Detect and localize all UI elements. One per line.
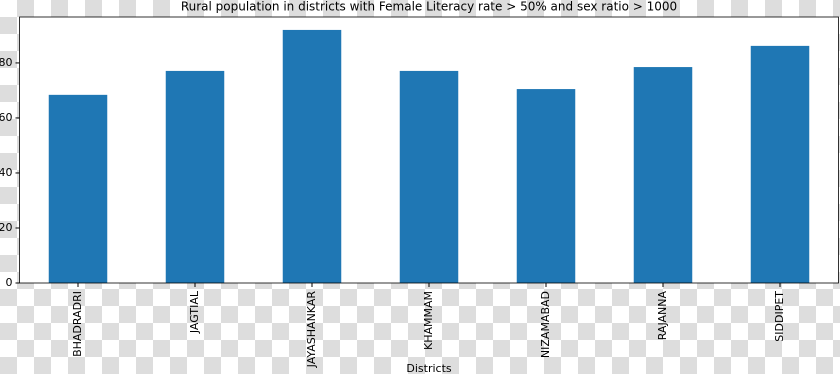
bar — [165, 70, 225, 284]
y-tick-label: 20 — [0, 221, 13, 234]
x-tick-label: JAGTIAL — [188, 290, 201, 334]
bar — [516, 89, 576, 284]
x-tick-label: JAYASHANKAR — [305, 291, 318, 369]
y-tick-label: 60 — [0, 111, 13, 124]
y-tick-label: 80 — [0, 56, 13, 69]
bar — [282, 29, 342, 283]
x-tick-label: BHADRADRI — [71, 291, 84, 357]
chart-title: Rural population in districts with Femal… — [181, 0, 677, 14]
x-tick-label: KHAMMAM — [422, 291, 435, 350]
x-tick-label: SIDDIPET — [773, 291, 786, 342]
bar — [750, 45, 810, 283]
y-tick-label: 0 — [6, 276, 13, 289]
plot-frame — [19, 16, 839, 284]
x-tick-label: NIZAMABAD — [539, 291, 552, 358]
x-tick-label: RAJANNA — [656, 291, 669, 341]
bar — [48, 94, 108, 283]
y-tick-label: 40 — [0, 166, 13, 179]
x-axis-label: Districts — [406, 362, 452, 374]
bar — [399, 70, 459, 284]
bar — [633, 67, 693, 283]
